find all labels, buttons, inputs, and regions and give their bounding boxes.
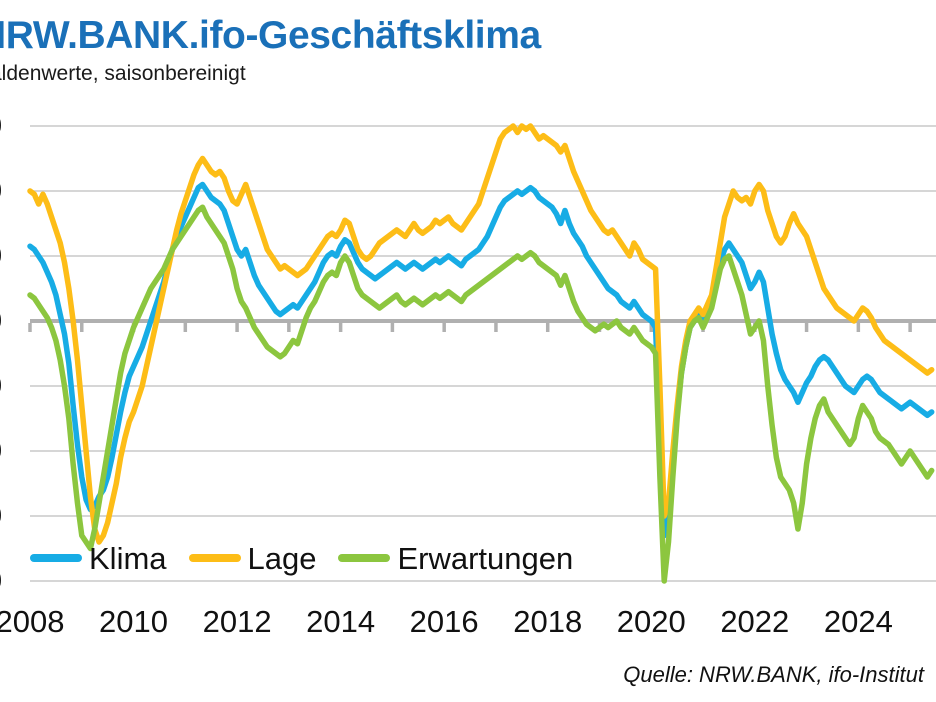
legend-label: Lage (247, 540, 317, 576)
x-axis-labels: 2008 2010 2012 2014 2016 2018 2020 2022 2024 (0, 604, 936, 646)
chart-legend: Klima Lage Erwartungen (30, 536, 573, 580)
legend-label: Erwartungen (397, 540, 574, 576)
y-axis-label: -30 (0, 501, 2, 532)
source-note: Quelle: NRW.BANK, ifo-Institut (623, 662, 924, 687)
series-line-lage (27, 123, 935, 545)
x-axis-ticks (28, 323, 912, 332)
x-axis-label: 2014 (306, 604, 376, 639)
page-subtitle: Saldenwerte, saisonbereinigt (0, 62, 246, 85)
legend-item-lage[interactable]: Lage (188, 540, 317, 576)
legend-swatch-klima (30, 554, 82, 562)
gridlines (30, 125, 936, 582)
y-axis-label: -20 (0, 436, 2, 467)
x-axis-label: 2012 (202, 604, 272, 639)
legend-swatch-lage (188, 554, 241, 562)
legend-label: Klima (89, 540, 167, 576)
x-axis-label: 2010 (99, 604, 169, 639)
y-axis-label: 0 (0, 306, 2, 337)
y-axis-label: -10 (0, 371, 2, 402)
y-axis-label: 10 (0, 241, 2, 272)
chart-plot-area (0, 110, 936, 590)
data-series-layer (27, 123, 935, 584)
x-axis-label: 2022 (720, 604, 790, 639)
page-title: NRW.BANK.ifo-Geschäftsklima (0, 14, 541, 57)
y-axis-labels: 30 20 10 0 -10 -20 -30 -40 (0, 110, 30, 591)
y-axis-label: 20 (0, 176, 2, 207)
y-axis-label: -40 (0, 566, 2, 591)
y-axis-label: 30 (0, 111, 2, 142)
x-axis-label: 2008 (0, 604, 65, 639)
x-axis-label: 2024 (823, 604, 893, 639)
line-chart-svg (27, 123, 936, 584)
legend-swatch-erwartungen (338, 554, 391, 562)
series-line-klima (27, 181, 935, 539)
legend-item-klima[interactable]: Klima (30, 543, 167, 574)
x-axis-label: 2016 (409, 604, 479, 639)
x-axis-label: 2018 (513, 604, 583, 639)
series-line-erwartungen (27, 204, 935, 584)
legend-item-erwartungen[interactable]: Erwartungen (338, 543, 573, 574)
x-axis-label: 2020 (616, 604, 686, 639)
